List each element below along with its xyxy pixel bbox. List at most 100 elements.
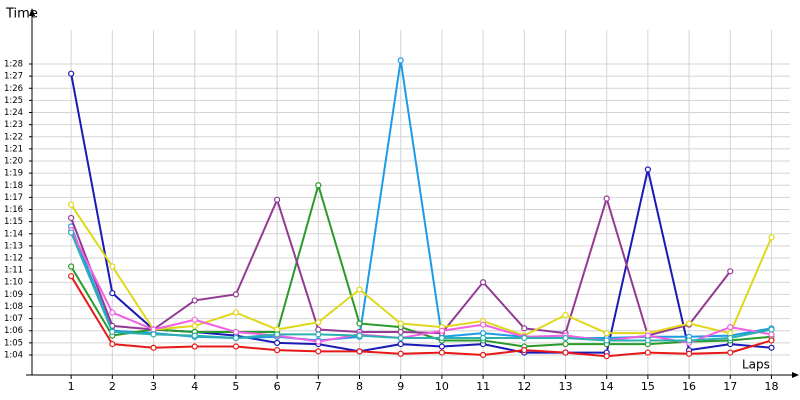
y-tick-label: 1:19	[4, 169, 23, 179]
y-tick-label: 1:21	[4, 144, 23, 154]
data-point	[768, 337, 775, 344]
data-point	[685, 350, 693, 357]
data-point	[685, 320, 693, 327]
y-tick-label: 1:27	[4, 72, 23, 82]
data-point	[68, 229, 75, 236]
data-point	[397, 320, 404, 327]
data-point	[315, 331, 322, 338]
data-point	[232, 334, 240, 342]
x-tick-label: 7	[315, 380, 322, 393]
x-tick-label: 10	[435, 380, 449, 393]
data-point	[191, 343, 198, 350]
y-tick-label: 1:28	[4, 60, 23, 70]
data-point	[727, 324, 734, 331]
data-point	[315, 338, 322, 345]
data-point	[68, 214, 75, 222]
data-point	[727, 349, 734, 356]
data-point	[68, 70, 75, 77]
data-point	[274, 347, 281, 354]
y-axis-arrow	[29, 8, 35, 16]
data-point	[68, 201, 75, 208]
y-tick-label: 1:16	[4, 205, 23, 215]
data-point	[768, 326, 775, 333]
data-point	[479, 321, 487, 328]
x-tick-label: 1	[68, 380, 75, 393]
y-axis-label: Time	[5, 7, 38, 22]
x-tick-label: 14	[600, 380, 614, 393]
data-point	[438, 334, 445, 342]
data-point	[109, 263, 116, 270]
data-point	[109, 328, 116, 336]
x-tick-label: 16	[682, 380, 696, 393]
data-point	[191, 332, 198, 339]
data-point	[232, 328, 240, 336]
data-point	[768, 344, 775, 351]
data-point	[479, 351, 487, 359]
x-tick-label: 3	[150, 380, 157, 393]
y-tick-label: 1:07	[4, 314, 23, 324]
x-tick-label: 18	[764, 380, 778, 393]
data-point	[644, 337, 651, 344]
data-point	[356, 332, 363, 339]
y-tick-label: 1:17	[4, 193, 23, 203]
y-tick-label: 1:24	[4, 108, 23, 118]
y-tick-label: 1:11	[4, 266, 23, 276]
data-point	[727, 268, 734, 275]
data-point	[356, 320, 363, 327]
y-tick-label: 1:06	[4, 326, 23, 336]
y-tick-label: 1:14	[4, 229, 23, 239]
data-point	[603, 337, 610, 344]
data-point	[397, 350, 404, 357]
data-point	[109, 290, 116, 297]
series-line	[70, 204, 773, 337]
x-axis-label: Laps	[742, 358, 770, 372]
x-axis-arrow	[792, 372, 799, 378]
x-tick-label: 9	[397, 380, 404, 393]
series-line	[70, 275, 772, 358]
y-tick-label: 1:09	[4, 290, 23, 300]
x-tick-label: 13	[558, 380, 572, 393]
data-point	[232, 343, 240, 350]
x-tick-label: 17	[723, 380, 737, 393]
data-point	[274, 196, 281, 203]
data-point	[68, 263, 75, 270]
data-point	[644, 349, 651, 356]
data-point	[562, 340, 569, 348]
series-line	[70, 232, 772, 342]
data-point	[191, 316, 198, 323]
data-point	[479, 279, 487, 286]
data-point	[562, 334, 569, 342]
y-tick-label: 1:13	[4, 241, 23, 251]
data-point	[232, 291, 240, 298]
y-tick-label: 1:18	[4, 181, 23, 191]
data-point	[109, 309, 116, 316]
y-tick-label: 1:15	[4, 217, 23, 227]
data-point	[521, 334, 528, 342]
data-point	[768, 234, 775, 241]
data-point	[191, 322, 198, 329]
data-point	[274, 339, 281, 346]
data-point	[274, 331, 281, 338]
data-point	[315, 348, 322, 355]
data-point	[150, 344, 157, 351]
data-point	[356, 348, 363, 355]
data-point	[521, 325, 528, 332]
y-tick-label: 1:25	[4, 96, 23, 106]
x-tick-label: 6	[274, 380, 281, 393]
data-point	[191, 297, 198, 304]
data-point	[438, 327, 445, 334]
x-tick-label: 11	[476, 380, 490, 393]
data-point	[603, 330, 610, 337]
data-point	[521, 347, 528, 354]
data-point	[644, 166, 651, 173]
data-point	[232, 309, 240, 316]
series-line	[70, 229, 772, 344]
x-tick-label: 4	[191, 380, 198, 393]
y-tick-label: 1:23	[4, 120, 23, 130]
data-point	[68, 273, 75, 280]
data-point	[727, 334, 734, 342]
data-point	[315, 319, 322, 326]
data-point	[438, 349, 445, 356]
data-point	[397, 328, 404, 336]
